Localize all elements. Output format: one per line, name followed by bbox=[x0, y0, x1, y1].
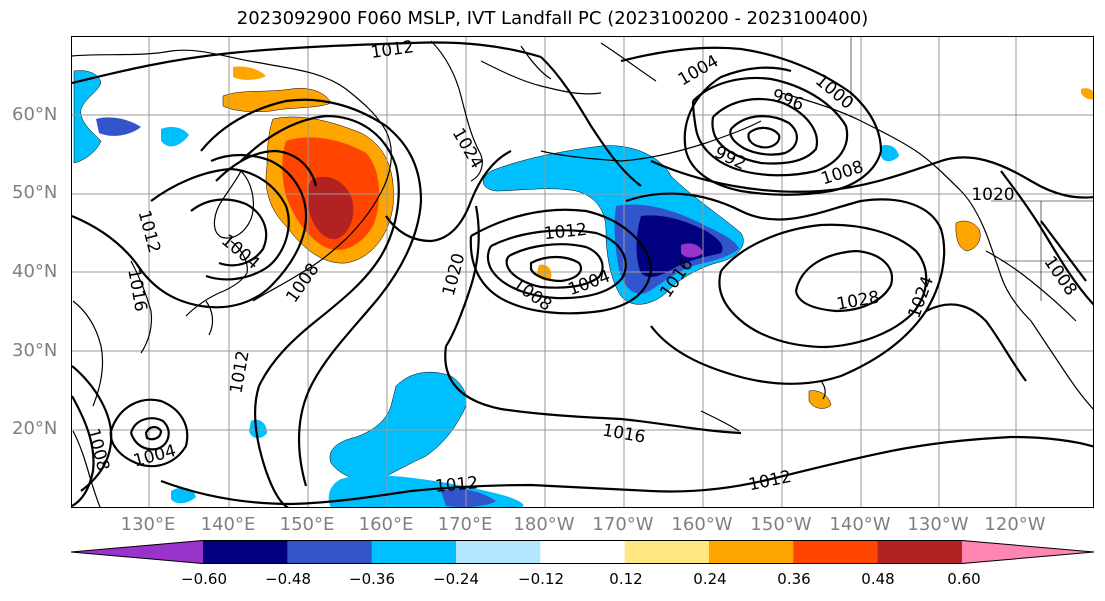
contour-label: 1024 bbox=[448, 125, 487, 172]
lon-label-170e: 170°E bbox=[437, 514, 493, 535]
contour-label: 996 bbox=[769, 85, 806, 115]
ivt-negative-anomaly bbox=[73, 70, 899, 507]
contour-label: 1012 bbox=[369, 37, 415, 63]
contour-label: 1012 bbox=[434, 473, 479, 497]
contour-label: 1016 bbox=[601, 420, 647, 447]
lon-label-120w: 120°W bbox=[984, 514, 1046, 535]
coastlines bbox=[72, 40, 1093, 507]
colorbar bbox=[71, 540, 1094, 564]
figure-title: 2023092900 F060 MSLP, IVT Landfall PC (2… bbox=[236, 8, 869, 29]
mslp-contours bbox=[72, 41, 1093, 507]
colorbar-segment bbox=[371, 540, 457, 564]
colorbar-tick: −0.12 bbox=[518, 570, 564, 588]
contour-label: 1020 bbox=[439, 251, 470, 298]
lon-label-180w: 180°W bbox=[513, 514, 575, 535]
lat-label-60n: 60°N bbox=[12, 104, 58, 125]
colorbar-tick: −0.24 bbox=[433, 570, 479, 588]
colorbar-segment bbox=[709, 540, 794, 564]
colorbar-segment bbox=[962, 540, 1094, 564]
lat-label-50n: 50°N bbox=[12, 182, 58, 203]
lon-label-130e: 130°E bbox=[120, 514, 176, 535]
colorbar-tick: 0.60 bbox=[947, 570, 981, 588]
colorbar-tick: 0.12 bbox=[609, 570, 643, 588]
lon-label-160w: 160°W bbox=[671, 514, 733, 535]
lon-label-150w: 150°W bbox=[750, 514, 812, 535]
contour-label: 1020 bbox=[971, 185, 1014, 205]
colorbar-tick: 0.36 bbox=[777, 570, 811, 588]
lon-label-170w: 170°W bbox=[592, 514, 654, 535]
contour-label: 1004 bbox=[675, 51, 722, 90]
lon-label-160e: 160°E bbox=[358, 514, 414, 535]
lat-label-40n: 40°N bbox=[12, 261, 58, 282]
colorbar-segment bbox=[71, 540, 203, 564]
colorbar-tick: 0.48 bbox=[861, 570, 895, 588]
contour-label: 1012 bbox=[134, 208, 165, 255]
colorbar-segments bbox=[71, 540, 1094, 564]
colorbar-tick: −0.60 bbox=[181, 570, 227, 588]
colorbar-segment bbox=[540, 540, 626, 564]
lon-label-130w: 130°W bbox=[907, 514, 969, 535]
colorbar-segment bbox=[624, 540, 710, 564]
colorbar-tick: 0.24 bbox=[693, 570, 727, 588]
lat-label-20n: 20°N bbox=[12, 418, 58, 439]
colorbar-tick: −0.36 bbox=[349, 570, 395, 588]
map-panel: 1012 1004 996 1000 992 1008 1020 1024 10… bbox=[71, 36, 1094, 508]
contour-label: 1004 bbox=[217, 231, 263, 274]
colorbar-outline bbox=[71, 540, 1094, 564]
colorbar-segment bbox=[456, 540, 541, 564]
contour-label: 1000 bbox=[811, 71, 857, 114]
contour-label: 1012 bbox=[226, 349, 253, 395]
lon-label-150e: 150°E bbox=[279, 514, 335, 535]
lon-label-140e: 140°E bbox=[200, 514, 256, 535]
colorbar-segment bbox=[877, 540, 963, 564]
contour-label: 1016 bbox=[123, 267, 150, 313]
colorbar-segment bbox=[793, 540, 879, 564]
contour-label: 1028 bbox=[835, 287, 881, 314]
contour-label: 1012 bbox=[747, 467, 793, 496]
colorbar-segment bbox=[287, 540, 373, 564]
lon-label-140w: 140°W bbox=[829, 514, 891, 535]
map-canvas: 1012 1004 996 1000 992 1008 1020 1024 10… bbox=[72, 37, 1093, 507]
lat-label-30n: 30°N bbox=[12, 340, 58, 361]
colorbar-segment bbox=[203, 540, 288, 564]
contour-label: 1012 bbox=[543, 220, 588, 244]
colorbar-tick: −0.48 bbox=[265, 570, 311, 588]
